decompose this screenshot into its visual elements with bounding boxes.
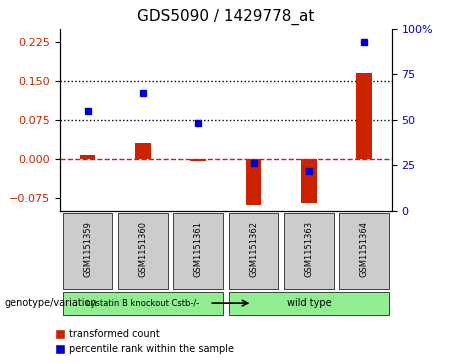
Bar	[80, 155, 95, 159]
Legend: transformed count, percentile rank within the sample: transformed count, percentile rank withi…	[51, 326, 238, 358]
Text: GSM1151359: GSM1151359	[83, 221, 92, 277]
Text: wild type: wild type	[287, 298, 331, 308]
Bar	[356, 73, 372, 159]
FancyBboxPatch shape	[229, 292, 389, 314]
FancyBboxPatch shape	[284, 213, 334, 289]
Text: GSM1151361: GSM1151361	[194, 221, 203, 277]
FancyBboxPatch shape	[339, 213, 389, 289]
Title: GDS5090 / 1429778_at: GDS5090 / 1429778_at	[137, 9, 314, 25]
FancyBboxPatch shape	[173, 213, 223, 289]
Text: genotype/variation: genotype/variation	[5, 298, 97, 308]
Bar	[246, 159, 261, 205]
Text: GSM1151360: GSM1151360	[138, 221, 148, 277]
Text: GSM1151362: GSM1151362	[249, 221, 258, 277]
FancyBboxPatch shape	[63, 292, 223, 314]
Text: GSM1151364: GSM1151364	[360, 221, 369, 277]
Bar	[301, 159, 317, 203]
Bar	[190, 159, 206, 161]
Text: GSM1151363: GSM1151363	[304, 221, 313, 277]
Bar	[135, 143, 151, 159]
FancyBboxPatch shape	[118, 213, 168, 289]
FancyBboxPatch shape	[229, 213, 278, 289]
FancyBboxPatch shape	[63, 213, 112, 289]
Text: cystatin B knockout Cstb-/-: cystatin B knockout Cstb-/-	[86, 299, 200, 307]
